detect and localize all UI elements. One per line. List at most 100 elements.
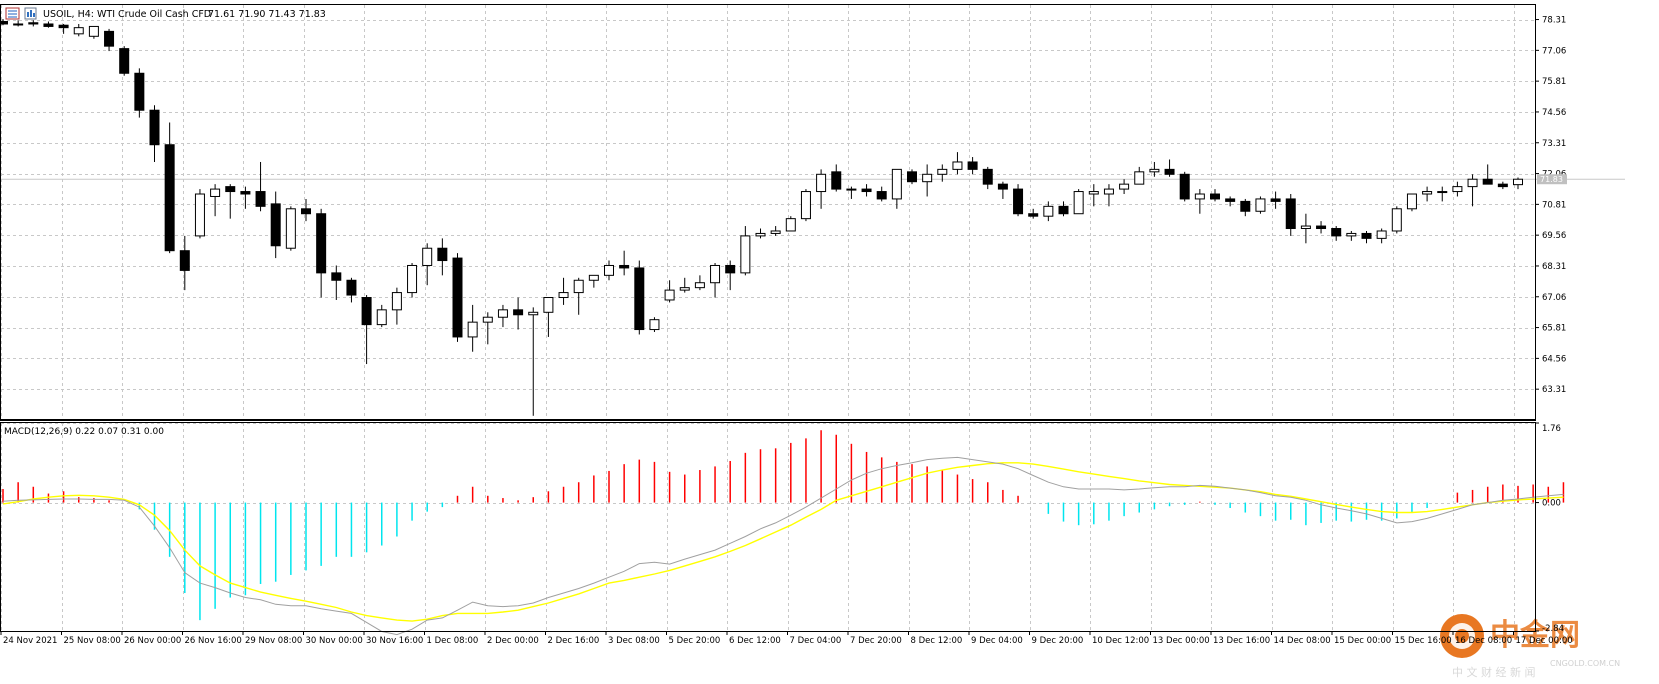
- candle[interactable]: [1103, 184, 1114, 207]
- candle[interactable]: [1497, 181, 1508, 190]
- candle[interactable]: [104, 28, 115, 52]
- candle[interactable]: [528, 307, 539, 416]
- candle[interactable]: [755, 228, 766, 239]
- candle[interactable]: [497, 304, 508, 328]
- candle[interactable]: [907, 169, 917, 185]
- candle[interactable]: [482, 312, 493, 345]
- candle[interactable]: [558, 277, 569, 305]
- candle[interactable]: [725, 260, 736, 291]
- candle[interactable]: [770, 226, 781, 236]
- candle[interactable]: [1331, 226, 1342, 241]
- candle[interactable]: [407, 263, 418, 298]
- candle[interactable]: [1240, 198, 1251, 217]
- candle[interactable]: [1422, 186, 1433, 202]
- candle[interactable]: [1285, 194, 1296, 236]
- candle[interactable]: [1210, 189, 1220, 202]
- candle[interactable]: [1361, 230, 1372, 244]
- candle[interactable]: [967, 157, 978, 175]
- candle[interactable]: [937, 164, 948, 182]
- candle[interactable]: [119, 46, 130, 76]
- chart-window-icon[interactable]: [5, 7, 20, 20]
- candle[interactable]: [1391, 206, 1402, 234]
- candle[interactable]: [285, 206, 296, 251]
- candle[interactable]: [179, 235, 190, 291]
- candle[interactable]: [467, 304, 478, 352]
- candle[interactable]: [361, 295, 372, 365]
- candle[interactable]: [391, 287, 402, 325]
- candle[interactable]: [134, 68, 145, 118]
- candle[interactable]: [1437, 186, 1448, 202]
- candle[interactable]: [952, 152, 963, 175]
- candle[interactable]: [1316, 221, 1327, 234]
- candle[interactable]: [58, 23, 69, 34]
- candle[interactable]: [513, 297, 524, 330]
- chart-properties-icon[interactable]: [24, 7, 37, 20]
- macd-signal-line[interactable]: [2, 462, 1564, 622]
- candle[interactable]: [1043, 201, 1054, 222]
- candle[interactable]: [1028, 208, 1039, 219]
- candle[interactable]: [452, 253, 463, 342]
- candle[interactable]: [43, 21, 54, 28]
- candle[interactable]: [740, 226, 751, 276]
- candle[interactable]: [346, 277, 357, 303]
- candle[interactable]: [301, 198, 311, 222]
- candle[interactable]: [816, 169, 827, 209]
- candle[interactable]: [1452, 181, 1463, 197]
- candle[interactable]: [270, 191, 281, 259]
- candle[interactable]: [225, 184, 236, 219]
- candle[interactable]: [1088, 184, 1099, 207]
- candle[interactable]: [1270, 191, 1281, 209]
- candle[interactable]: [694, 275, 705, 291]
- candle[interactable]: [982, 166, 993, 190]
- candle[interactable]: [88, 25, 99, 39]
- candle[interactable]: [331, 265, 342, 300]
- candle[interactable]: [1225, 196, 1236, 207]
- candle[interactable]: [28, 20, 39, 27]
- candle[interactable]: [604, 260, 614, 281]
- candle[interactable]: [997, 181, 1008, 199]
- candle[interactable]: [543, 297, 554, 337]
- candle[interactable]: [1058, 201, 1069, 217]
- candle[interactable]: [861, 184, 872, 197]
- candle[interactable]: [649, 317, 660, 333]
- candle[interactable]: [573, 277, 584, 315]
- candle[interactable]: [1300, 213, 1311, 244]
- candle[interactable]: [1013, 184, 1024, 217]
- candle[interactable]: [1073, 189, 1084, 215]
- candle[interactable]: [1134, 166, 1145, 185]
- candle[interactable]: [1513, 177, 1523, 190]
- candle[interactable]: [664, 280, 675, 303]
- candle[interactable]: [846, 186, 857, 199]
- candle[interactable]: [1194, 189, 1205, 214]
- candle[interactable]: [73, 23, 84, 37]
- candle[interactable]: [1406, 193, 1417, 212]
- candle[interactable]: [240, 186, 251, 209]
- candle[interactable]: [437, 238, 448, 276]
- candle[interactable]: [922, 164, 933, 197]
- candle[interactable]: [634, 260, 645, 335]
- candle[interactable]: [1179, 171, 1190, 202]
- candle[interactable]: [588, 274, 599, 288]
- candle[interactable]: [1376, 228, 1387, 244]
- candle[interactable]: [13, 20, 24, 27]
- candle[interactable]: [785, 216, 796, 232]
- candlestick-series[interactable]: [0, 19, 1523, 416]
- candle[interactable]: [800, 189, 811, 222]
- candle[interactable]: [376, 304, 387, 328]
- candle[interactable]: [1346, 230, 1357, 241]
- candle[interactable]: [1164, 159, 1175, 177]
- macd-main-line[interactable]: [2, 456, 1564, 636]
- candle[interactable]: [679, 277, 690, 293]
- candle[interactable]: [891, 168, 902, 209]
- candle[interactable]: [619, 250, 630, 276]
- candle[interactable]: [210, 184, 221, 217]
- candle[interactable]: [255, 161, 266, 212]
- candle[interactable]: [194, 189, 205, 239]
- candle[interactable]: [1149, 161, 1160, 177]
- candle[interactable]: [1482, 164, 1493, 185]
- candle[interactable]: [316, 208, 327, 298]
- candle[interactable]: [831, 164, 842, 192]
- candle[interactable]: [422, 243, 433, 286]
- candle[interactable]: [1119, 179, 1130, 195]
